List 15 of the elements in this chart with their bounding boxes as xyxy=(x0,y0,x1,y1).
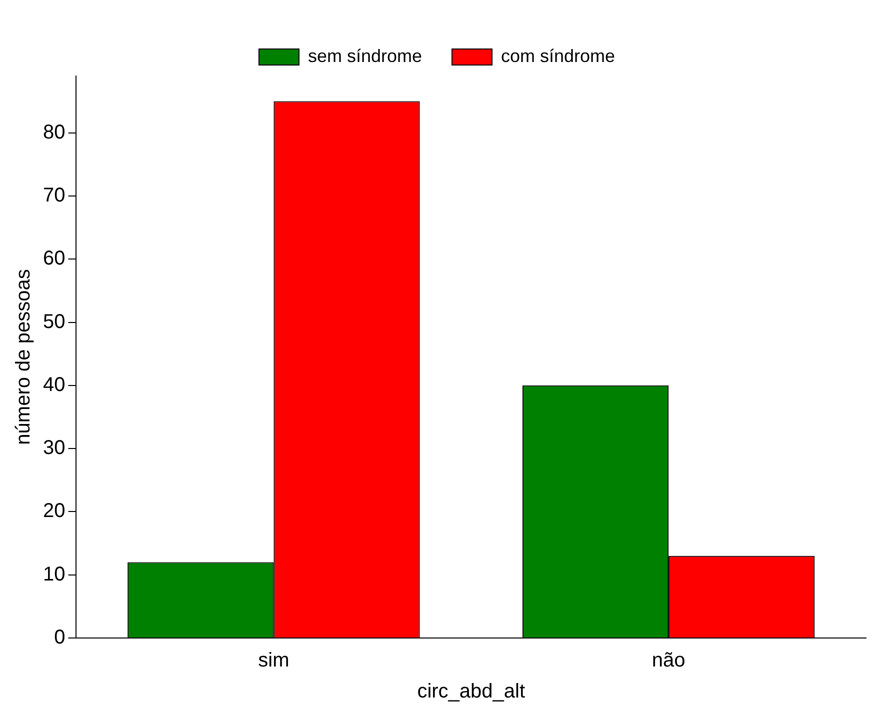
y-axis-title: número de pessoas xyxy=(12,269,35,445)
x-tick-label: não xyxy=(652,650,686,672)
legend-label: com síndrome xyxy=(501,46,616,66)
y-tick-label: 30 xyxy=(42,437,66,460)
legend-label: sem síndrome xyxy=(308,46,422,66)
y-tick-label: 40 xyxy=(42,374,66,396)
x-axis-title: circ_abd_alt xyxy=(417,680,526,703)
y-tick-label: 60 xyxy=(42,248,66,270)
y-tick-label: 0 xyxy=(54,626,66,649)
y-tick-label: 70 xyxy=(42,184,66,206)
y-tick-label: 20 xyxy=(42,500,66,522)
y-tick-label: 80 xyxy=(42,121,66,144)
x-tick-label: sim xyxy=(258,650,290,672)
y-tick-label: 50 xyxy=(42,310,66,333)
y-tick-label: 10 xyxy=(42,563,66,586)
